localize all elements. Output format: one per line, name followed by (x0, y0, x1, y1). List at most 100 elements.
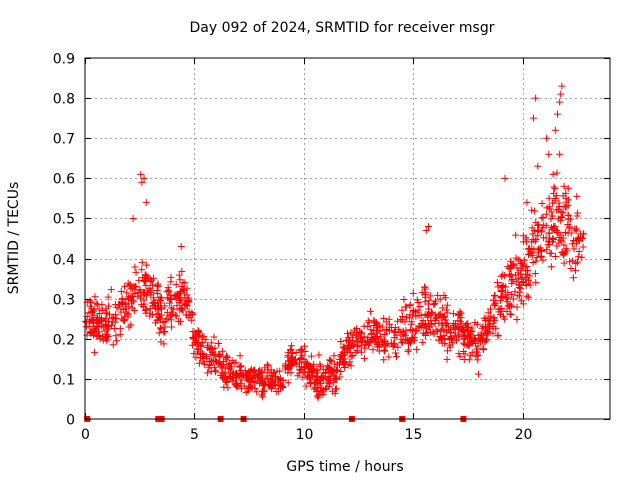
data-point (456, 331, 464, 339)
data-point (118, 296, 126, 304)
data-point (457, 314, 465, 322)
data-point (569, 257, 577, 265)
data-point (574, 253, 582, 261)
data-point (497, 294, 505, 302)
data-point (524, 251, 532, 259)
data-point (490, 291, 498, 299)
data-point (490, 313, 498, 321)
data-point (164, 315, 172, 323)
data-point (522, 273, 530, 281)
data-point (140, 277, 148, 285)
data-point (339, 360, 347, 368)
data-point (324, 376, 332, 384)
data-point (571, 267, 579, 275)
data-point (474, 352, 482, 360)
x-tick-label: 10 (296, 427, 314, 443)
data-point (558, 214, 566, 222)
data-point (259, 374, 267, 382)
data-point (374, 326, 382, 334)
y-tick-label: 0.3 (53, 293, 75, 309)
data-point (547, 224, 555, 232)
data-point (124, 279, 132, 287)
data-point (424, 311, 432, 319)
y-tick-label: 0.4 (53, 253, 75, 269)
y-tick-label: 0 (66, 413, 75, 429)
data-point (529, 114, 537, 122)
data-point (330, 366, 338, 374)
data-point (399, 327, 407, 335)
data-point (443, 301, 451, 309)
data-point (544, 241, 552, 249)
data-point (307, 352, 315, 360)
data-point (486, 317, 494, 325)
data-point (242, 374, 250, 382)
data-point (378, 341, 386, 349)
data-point (521, 256, 529, 264)
data-point (261, 380, 269, 388)
data-point (458, 326, 466, 334)
data-point (347, 329, 355, 337)
data-point (381, 337, 389, 345)
data-point (321, 369, 329, 377)
data-point (220, 383, 228, 391)
data-point (418, 321, 426, 329)
data-point (545, 194, 553, 202)
data-point (200, 358, 208, 366)
data-point (347, 362, 355, 370)
data-point (274, 381, 282, 389)
data-point (301, 368, 309, 376)
data-point (228, 377, 236, 385)
data-point (177, 295, 185, 303)
data-point (490, 300, 498, 308)
data-point (142, 271, 150, 279)
data-point (129, 214, 137, 222)
data-point (260, 386, 268, 394)
data-point (380, 315, 388, 323)
data-point (241, 367, 249, 375)
data-point (102, 334, 110, 342)
data-point (258, 369, 266, 377)
data-point (317, 387, 325, 395)
data-point (442, 316, 450, 324)
data-point (302, 382, 310, 390)
y-tick-label: 0.5 (53, 212, 75, 228)
data-point (365, 339, 373, 347)
data-point (175, 271, 183, 279)
data-point (490, 296, 498, 304)
data-point (137, 292, 145, 300)
data-point (251, 378, 259, 386)
data-point (422, 226, 430, 234)
data-point (523, 198, 531, 206)
data-point (389, 340, 397, 348)
data-point (404, 336, 412, 344)
data-point (436, 332, 444, 340)
data-point (314, 394, 322, 402)
data-point (386, 320, 394, 328)
data-point (514, 292, 522, 300)
y-tick-label: 0.7 (53, 132, 75, 148)
data-point (219, 347, 227, 355)
data-point (424, 300, 432, 308)
data-point (365, 319, 373, 327)
data-point (550, 224, 558, 232)
data-point (513, 316, 521, 324)
data-point (326, 357, 334, 365)
data-point (562, 203, 570, 211)
data-point (460, 355, 468, 363)
y-tick-label: 0.8 (53, 92, 75, 108)
data-point (306, 362, 314, 370)
data-point (507, 311, 515, 319)
data-point (316, 360, 324, 368)
data-point (284, 353, 292, 361)
data-point (425, 297, 433, 305)
data-point (288, 350, 296, 358)
data-point (449, 322, 457, 330)
data-point (517, 267, 525, 275)
data-point (222, 377, 230, 385)
data-point (339, 343, 347, 351)
data-point (142, 198, 150, 206)
data-point (571, 225, 579, 233)
data-point (210, 364, 218, 372)
data-point (508, 291, 516, 299)
data-point (538, 246, 546, 254)
